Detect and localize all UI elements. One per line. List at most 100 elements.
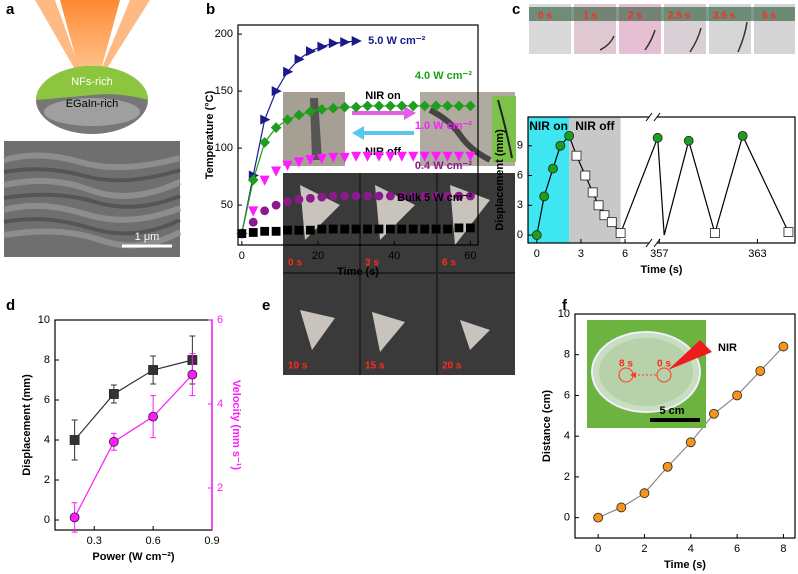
- marker: [237, 229, 247, 239]
- x-axis-label: Power (W cm⁻²): [92, 551, 175, 563]
- marker: [407, 100, 419, 112]
- marker: [317, 41, 328, 52]
- x-tick-label: 357: [650, 248, 668, 260]
- y-tick-label: 50: [221, 199, 233, 211]
- photo-label: 6 s: [442, 258, 456, 269]
- series-label: 4.0 W cm⁻²: [415, 70, 472, 82]
- x-tick-label: 20: [312, 250, 324, 262]
- marker: [443, 191, 452, 201]
- marker: [283, 66, 294, 77]
- y2-tick-label: 2: [217, 482, 223, 494]
- photo-label: 3.5 s: [713, 11, 736, 22]
- marker: [652, 132, 663, 143]
- y-tick-label: 150: [215, 85, 233, 97]
- marker: [351, 224, 361, 234]
- marker: [397, 224, 407, 234]
- span-label: NIR on: [529, 119, 568, 133]
- y2-axis-label: Velocity (mm s⁻¹): [230, 380, 242, 471]
- panel-label: c: [512, 1, 520, 18]
- marker: [709, 408, 719, 419]
- plot-frame: [54, 319, 213, 531]
- marker: [599, 210, 610, 221]
- marker: [397, 191, 407, 201]
- marker: [271, 200, 281, 210]
- layer-label: NFs-rich: [71, 76, 113, 88]
- y-tick-label: 0: [517, 229, 523, 241]
- x-axis-label: Time (s): [664, 559, 706, 571]
- marker: [587, 187, 598, 198]
- series-label: 1.0 W cm⁻²: [415, 120, 472, 132]
- y-tick-label: 8: [564, 349, 570, 361]
- marker: [430, 100, 442, 112]
- scale-bar-label: 5 cm: [659, 405, 684, 417]
- x-tick-label: 0: [239, 250, 245, 262]
- marker: [283, 225, 292, 235]
- marker: [305, 193, 315, 203]
- marker: [69, 512, 80, 523]
- marker: [385, 224, 395, 234]
- marker: [548, 163, 558, 174]
- marker: [431, 224, 441, 234]
- marker: [148, 411, 159, 422]
- marker: [317, 192, 327, 202]
- marker: [328, 38, 339, 49]
- marker: [443, 224, 452, 234]
- marker: [420, 224, 430, 234]
- marker: [148, 365, 159, 375]
- y-axis-label: Displacement (mm): [494, 129, 506, 231]
- y2-tick-label: 6: [217, 314, 223, 326]
- marker: [248, 228, 258, 237]
- marker: [271, 226, 281, 236]
- marker: [564, 130, 575, 141]
- y-tick-label: 6: [564, 389, 570, 401]
- marker: [420, 191, 430, 201]
- marker: [685, 437, 696, 448]
- marker: [350, 101, 362, 113]
- marker: [305, 46, 317, 57]
- panel-c-photos: 0 s 1 s 2 s 2.5 s 3.5 s 5 s: [529, 4, 795, 54]
- marker: [385, 100, 396, 112]
- marker: [271, 86, 282, 97]
- marker: [453, 100, 465, 112]
- photo-label: 5 s: [762, 11, 776, 22]
- marker: [662, 461, 673, 472]
- marker: [305, 106, 316, 117]
- marker: [431, 151, 442, 162]
- marker: [294, 54, 305, 65]
- marker: [260, 114, 271, 125]
- marker: [571, 150, 582, 161]
- marker: [282, 160, 293, 171]
- marker: [340, 37, 351, 48]
- plot-frame: [527, 116, 796, 244]
- marker: [248, 217, 258, 227]
- marker: [108, 389, 119, 399]
- marker: [327, 102, 339, 114]
- marker: [362, 100, 373, 112]
- span-label: NIR off: [575, 119, 615, 133]
- marker: [465, 100, 476, 112]
- marker: [247, 174, 259, 186]
- marker: [259, 175, 270, 186]
- marker: [755, 366, 766, 376]
- panel-a-sketch: NFs-rich EGaIn-rich: [35, 0, 150, 134]
- marker: [408, 191, 418, 201]
- marker: [732, 390, 743, 401]
- marker: [408, 151, 419, 162]
- marker: [783, 227, 794, 237]
- photo-label: 2.5 s: [668, 11, 691, 22]
- axis-break: [645, 112, 661, 248]
- photo-label: 1 s: [583, 11, 597, 22]
- sem-image: 1 μm: [3, 141, 182, 257]
- y-axis-label: Displacement (mm): [21, 374, 33, 476]
- x-axis-label: Time (s): [641, 264, 683, 276]
- marker: [187, 369, 198, 380]
- marker: [454, 191, 464, 201]
- marker: [580, 170, 591, 181]
- marker: [305, 155, 316, 166]
- marker: [396, 100, 408, 112]
- x-tick-label: 363: [748, 248, 766, 260]
- x-tick-label: 6: [734, 543, 740, 555]
- x-axis-label: Time (s): [337, 266, 379, 278]
- panel-label: e: [262, 297, 270, 314]
